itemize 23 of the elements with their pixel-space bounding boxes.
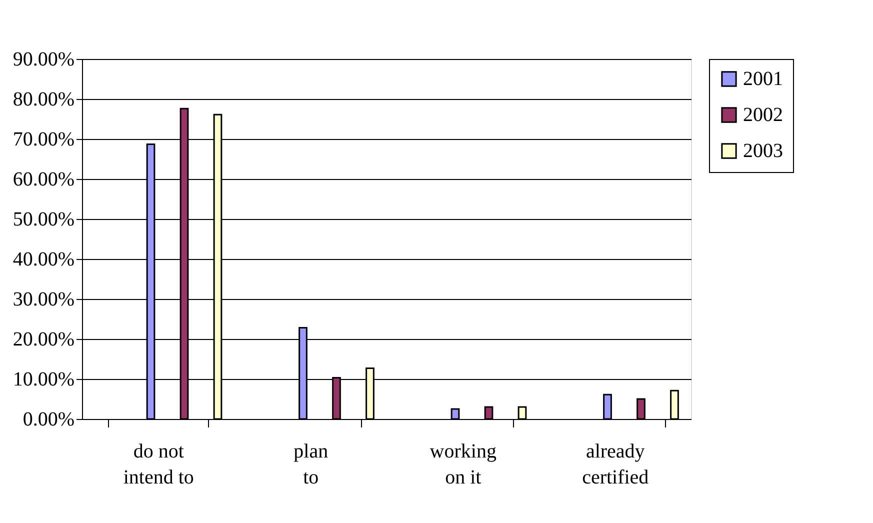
y-tick-label: 10.00% [12, 368, 74, 390]
bar [518, 406, 527, 420]
y-tick-label: 70.00% [12, 128, 74, 150]
bar [603, 394, 612, 420]
bar [450, 408, 460, 420]
x-tick-label: plan to [294, 440, 328, 488]
y-tick-label: 20.00% [12, 328, 74, 350]
bar [484, 406, 494, 420]
y-tick-label: 60.00% [12, 168, 74, 190]
x-tick-label: working on it [430, 440, 496, 488]
y-tick-label: 90.00% [12, 48, 74, 70]
y-tick-label: 30.00% [12, 288, 74, 310]
bar [670, 390, 679, 420]
legend-label: 2002 [743, 104, 783, 126]
bar [636, 398, 646, 420]
y-tick-label: 40.00% [12, 248, 74, 270]
y-tick-label: 50.00% [12, 208, 74, 230]
legend-label: 2003 [743, 140, 783, 162]
x-tick-label: already certified [582, 440, 649, 488]
y-tick-label: 0.00% [22, 408, 74, 430]
y-tick-label: 80.00% [12, 88, 74, 110]
legend-label: 2001 [743, 68, 783, 90]
x-tick-label: do not intend to [123, 440, 194, 488]
